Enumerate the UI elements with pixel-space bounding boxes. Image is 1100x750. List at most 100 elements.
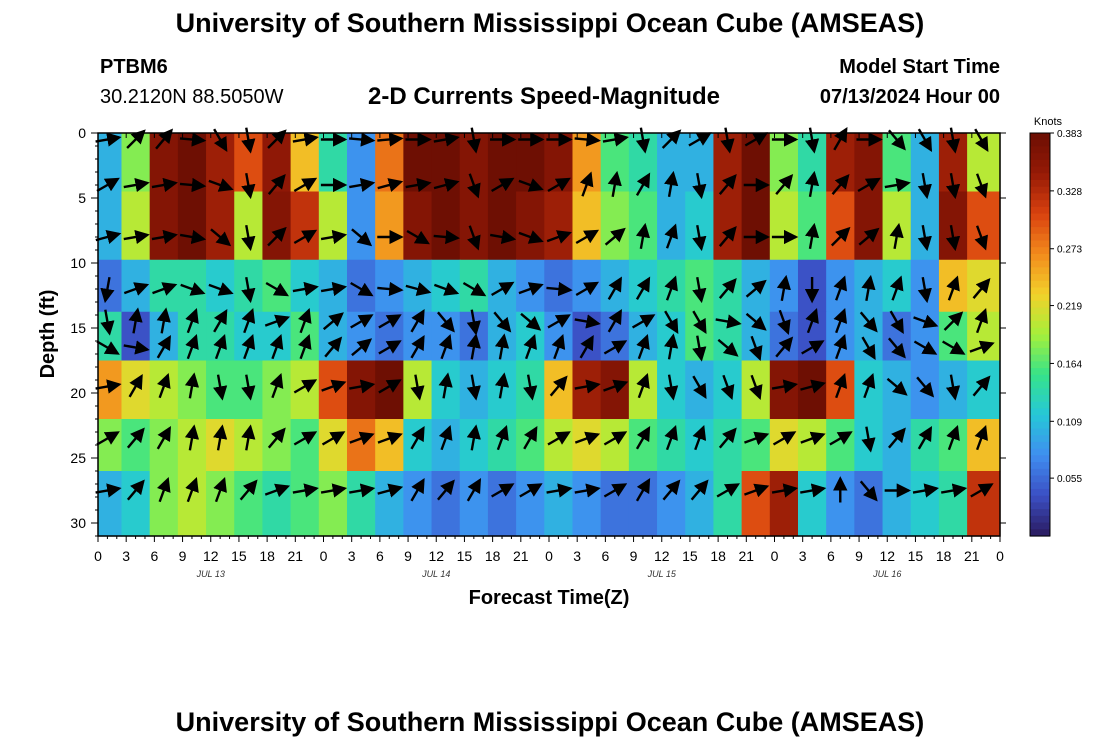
current-arrow xyxy=(519,483,543,498)
x-tick-label: 6 xyxy=(376,548,384,564)
current-arrow xyxy=(324,336,343,358)
current-arrow xyxy=(264,483,291,498)
current-arrow xyxy=(410,309,425,333)
heatmap-cell xyxy=(854,133,884,193)
heatmap-cell xyxy=(121,191,151,261)
heatmap-cell xyxy=(318,133,348,193)
heatmap-cell xyxy=(544,419,574,472)
current-arrow xyxy=(692,224,707,252)
heatmap-cell xyxy=(262,471,292,537)
current-arrow xyxy=(916,376,935,398)
y-tick-label: 30 xyxy=(70,515,86,531)
current-arrow xyxy=(574,483,601,498)
current-arrow xyxy=(437,311,455,333)
current-arrow xyxy=(267,226,287,247)
current-arrow xyxy=(267,427,286,449)
heatmap-cell xyxy=(516,419,545,472)
heatmap-cell xyxy=(854,471,884,537)
heatmap-cell xyxy=(967,311,1001,362)
current-arrow xyxy=(771,483,799,498)
heatmap-cell xyxy=(967,471,1001,537)
heatmap-cell xyxy=(98,311,123,362)
colorbar-segment xyxy=(1030,522,1050,530)
current-arrow xyxy=(775,173,794,195)
heatmap-cell xyxy=(685,419,715,472)
current-arrow xyxy=(322,312,344,331)
current-arrow xyxy=(95,132,122,147)
current-arrow xyxy=(800,379,826,394)
current-arrow xyxy=(549,375,568,397)
heatmap-cell xyxy=(713,191,743,261)
current-arrow xyxy=(917,172,932,200)
heatmap-cell xyxy=(290,360,320,420)
x-tick-label: 21 xyxy=(288,548,304,564)
current-arrow xyxy=(520,312,542,331)
heatmap-cell xyxy=(910,191,940,261)
current-arrow xyxy=(213,374,228,401)
current-arrow xyxy=(917,224,932,252)
current-arrow xyxy=(859,311,878,333)
heatmap-cell xyxy=(741,259,771,313)
heatmap-cell xyxy=(826,419,855,472)
current-arrow xyxy=(438,372,453,399)
colorbar-segment xyxy=(1030,186,1050,195)
current-arrow xyxy=(523,426,538,450)
current-arrow xyxy=(718,173,737,195)
current-arrow xyxy=(128,307,143,334)
current-arrow xyxy=(320,229,348,245)
heatmap-cell xyxy=(403,191,433,261)
current-arrow xyxy=(467,173,481,199)
date-label: JUL 14 xyxy=(421,569,450,579)
x-tick-label: 21 xyxy=(739,548,755,564)
current-arrow xyxy=(377,483,404,498)
current-arrow xyxy=(574,314,601,329)
x-tick-label: 6 xyxy=(601,548,609,564)
colorbar-segment xyxy=(1030,468,1050,477)
current-arrow xyxy=(123,340,150,355)
date-label: JUL 13 xyxy=(196,569,225,579)
y-tick-label: 15 xyxy=(70,320,86,336)
current-arrow xyxy=(405,177,432,193)
current-arrow xyxy=(717,338,739,357)
current-arrow xyxy=(297,333,312,360)
heatmap-cell xyxy=(628,311,658,362)
current-arrow xyxy=(888,337,906,359)
heatmap-cell xyxy=(685,471,715,537)
heatmap-cell xyxy=(797,191,827,261)
current-arrow xyxy=(96,431,120,446)
current-arrow xyxy=(179,229,207,245)
colorbar-segment xyxy=(1030,146,1050,154)
current-arrow xyxy=(745,279,767,298)
current-arrow xyxy=(575,281,600,297)
colorbar-segment xyxy=(1030,374,1050,383)
x-tick-label: 15 xyxy=(908,548,924,564)
current-arrow xyxy=(523,374,538,401)
current-arrow xyxy=(495,424,509,451)
heatmap-cell xyxy=(516,133,545,193)
heatmap-cell xyxy=(375,360,404,420)
model-start-value: 07/13/2024 Hour 00 xyxy=(819,86,1000,108)
colorbar-segment xyxy=(1030,314,1050,322)
current-arrow xyxy=(551,333,566,360)
colorbar-segment xyxy=(1030,394,1050,403)
current-arrow xyxy=(96,340,120,355)
colorbar-segment xyxy=(1030,515,1050,524)
current-arrow xyxy=(833,333,848,360)
current-arrow xyxy=(546,281,573,297)
heatmap-cell xyxy=(431,471,461,537)
x-tick-label: 15 xyxy=(231,548,247,564)
current-arrow xyxy=(744,431,770,446)
heatmap-cell xyxy=(516,191,545,261)
current-arrow xyxy=(546,230,572,244)
heatmap-cell xyxy=(431,191,461,261)
current-arrow xyxy=(715,314,742,329)
colorbar: 0.383 0.328 0.273 0.219 0.164 0.109 0.055 xyxy=(1029,129,1082,537)
colorbar-segment xyxy=(1030,361,1050,369)
colorbar-tick-label: 0.055 xyxy=(1057,474,1082,485)
heatmap-cell xyxy=(910,419,940,472)
colorbar-segment xyxy=(1030,180,1050,188)
current-arrow xyxy=(692,424,707,451)
current-arrow xyxy=(718,277,737,299)
current-arrow xyxy=(776,274,791,302)
current-arrow xyxy=(635,127,651,154)
